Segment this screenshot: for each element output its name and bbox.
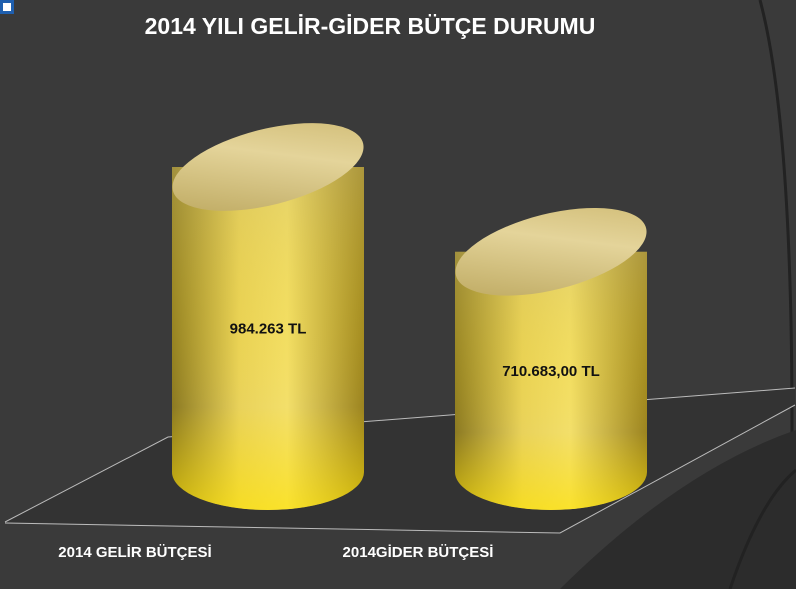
cylinder-top — [455, 207, 647, 296]
decor-arc — [728, 468, 796, 589]
cylinder — [455, 207, 647, 511]
corner-icon-inner — [3, 3, 11, 11]
cylinder-shade — [455, 251, 647, 511]
decor-arc — [560, 430, 796, 589]
cylinder-shade — [172, 167, 364, 510]
x-tick-label: 2014GİDER BÜTÇESİ — [343, 544, 494, 561]
cylinder-top — [172, 123, 364, 211]
x-tick-label: 2014 GELİR BÜTÇESİ — [58, 544, 211, 561]
floor-edge — [4, 404, 796, 534]
cylinder — [172, 123, 364, 510]
chart-title: 2014 YILI GELİR-GİDER BÜTÇE DURUMU — [145, 13, 596, 39]
value-label: 984.263 TL — [230, 320, 307, 337]
value-label: 710.683,00 TL — [502, 363, 600, 380]
